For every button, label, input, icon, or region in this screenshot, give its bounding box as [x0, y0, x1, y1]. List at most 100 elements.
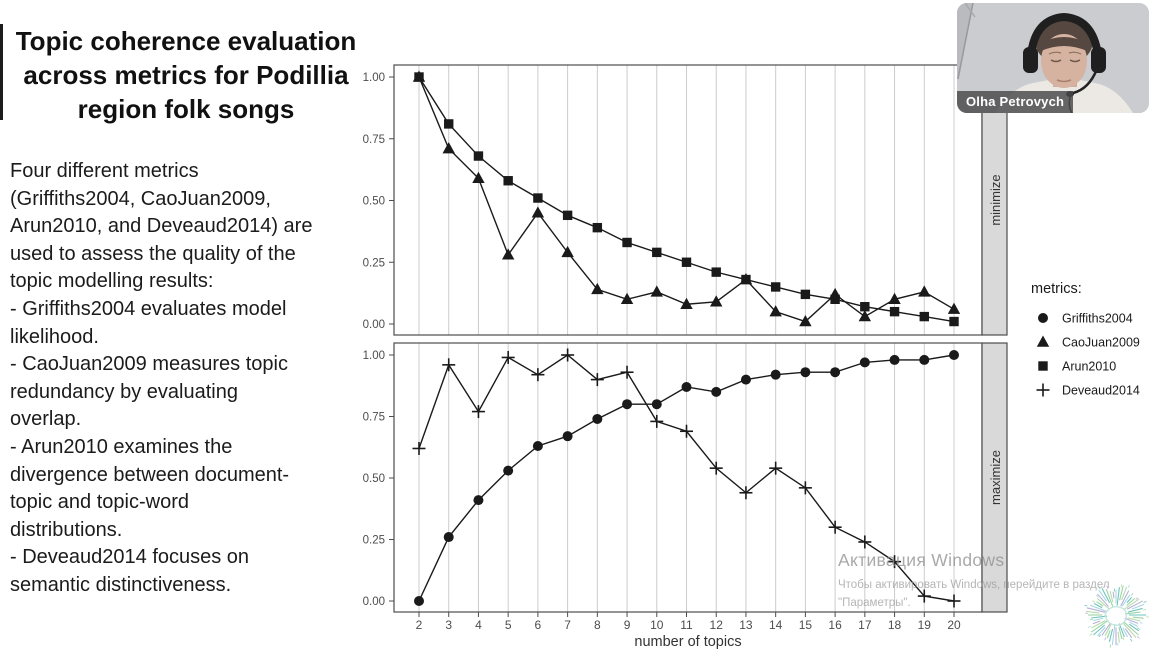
y-tick-label: 0.25: [363, 257, 385, 269]
marker-square: [414, 72, 424, 82]
x-tick-label: 20: [947, 618, 961, 632]
marker-square: [1038, 361, 1048, 371]
marker-triangle: [888, 292, 901, 304]
marker-triangle: [918, 285, 931, 297]
facet-strip-label-maximize: maximize: [988, 450, 1003, 505]
headset-band: [1027, 12, 1102, 56]
marker-square: [711, 267, 721, 277]
marker-square: [444, 119, 454, 129]
marker-triangle: [561, 245, 574, 258]
marker-triangle: [472, 171, 485, 183]
marker-square: [860, 302, 870, 312]
marker-circle: [1038, 313, 1048, 323]
circular-dendrogram-logo-icon: [1084, 584, 1149, 648]
x-tick-label: 2: [416, 618, 423, 632]
slide-body-text: Four different metrics (Griffiths2004, C…: [10, 160, 313, 596]
marker-triangle: [799, 315, 812, 327]
x-tick-label: 8: [594, 618, 601, 632]
marker-square: [562, 210, 573, 221]
legend-title: metrics:: [1031, 281, 1082, 297]
legend-label-Deveaud2014: Deveaud2014: [1062, 384, 1140, 398]
y-tick-label: 0.00: [363, 596, 385, 608]
marker-square: [800, 289, 811, 300]
headset-mic-boom: [1072, 68, 1099, 95]
x-tick-label: 13: [739, 618, 753, 632]
marker-circle: [919, 354, 930, 365]
marker-circle: [473, 495, 484, 506]
participant-name-badge: Olha Petrovych: [957, 91, 1074, 113]
marker-square: [889, 306, 900, 317]
marker-square: [622, 237, 632, 248]
participant-face: [1041, 34, 1087, 88]
marker-square: [503, 176, 513, 186]
y-tick-label: 0.00: [363, 319, 385, 331]
marker-triangle: [650, 285, 663, 297]
marker-square: [533, 193, 543, 203]
y-tick-label: 0.50: [363, 473, 385, 485]
marker-triangle: [947, 302, 961, 314]
x-tick-label: 19: [918, 618, 932, 632]
x-tick-label: 16: [828, 618, 842, 632]
facet-strip-label-minimize: minimize: [988, 174, 1003, 225]
marker-square: [949, 316, 959, 327]
x-tick-label: 6: [535, 618, 542, 632]
y-tick-label: 1.00: [363, 72, 385, 84]
screen-edge-artifact: [0, 24, 3, 120]
x-tick-label: 11: [680, 618, 693, 632]
x-tick-label: 17: [858, 618, 872, 632]
x-axis-title: number of topics: [634, 634, 741, 650]
x-tick-label: 5: [505, 618, 512, 632]
facet-strip-maximize: [981, 342, 1008, 613]
marker-triangle: [858, 310, 872, 322]
y-tick-label: 0.25: [363, 535, 385, 547]
headset-earcup-left: [1023, 47, 1038, 73]
marker-circle: [740, 374, 751, 385]
x-tick-label: 15: [799, 618, 813, 632]
marker-triangle: [710, 295, 723, 307]
marker-circle: [651, 399, 662, 410]
marker-triangle: [442, 142, 455, 154]
marker-circle: [859, 357, 870, 368]
x-tick-label: 4: [475, 618, 482, 632]
marker-circle: [414, 596, 424, 606]
marker-triangle: [1036, 335, 1050, 347]
marker-circle: [592, 413, 603, 424]
marker-circle: [830, 367, 841, 378]
marker-circle: [532, 441, 543, 452]
headset-earcup-right: [1091, 47, 1106, 73]
slide-title: Topic coherence evaluation across metric…: [15, 26, 357, 124]
marker-circle: [681, 381, 692, 392]
marker-square: [770, 282, 781, 292]
webcam-video[interactable]: Olha Petrovych: [957, 3, 1149, 113]
y-tick-label: 0.75: [363, 412, 385, 424]
marker-circle: [503, 465, 514, 476]
x-tick-label: 12: [710, 618, 724, 632]
x-tick-label: 9: [624, 618, 631, 632]
marker-triangle: [680, 297, 693, 309]
marker-triangle: [531, 206, 545, 218]
x-tick-label: 10: [650, 618, 664, 632]
marker-triangle: [620, 292, 634, 304]
y-tick-label: 1.00: [363, 350, 385, 362]
marker-circle: [622, 399, 633, 410]
marker-circle: [949, 350, 959, 360]
marker-triangle: [591, 282, 604, 295]
panel-minimize: [394, 65, 982, 335]
y-tick-label: 0.50: [363, 196, 385, 208]
marker-circle: [800, 367, 811, 378]
marker-square: [652, 247, 662, 258]
marker-square: [830, 294, 840, 304]
slide-text-column: Topic coherence evaluation across metric…: [10, 24, 362, 600]
x-tick-label: 3: [445, 618, 452, 632]
x-tick-label: 18: [888, 618, 902, 632]
marker-circle: [562, 431, 573, 442]
y-tick-label: 0.75: [363, 134, 385, 146]
marker-square: [681, 257, 692, 267]
marker-circle: [889, 354, 900, 365]
marker-square: [473, 151, 484, 161]
marker-circle: [443, 532, 454, 543]
marker-triangle: [501, 248, 515, 260]
marker-square: [919, 311, 929, 322]
